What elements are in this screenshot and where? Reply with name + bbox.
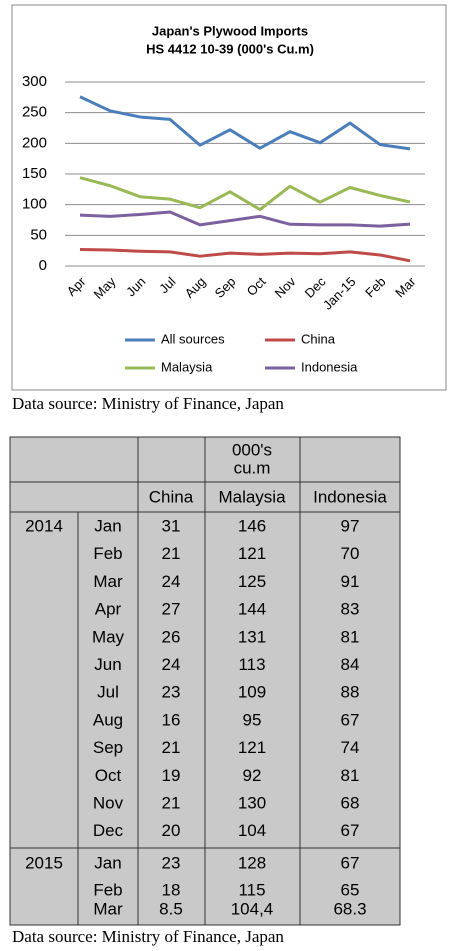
year-cell: 2014 — [25, 516, 63, 535]
table-cell: Jan — [94, 516, 121, 535]
table-cell: 68 — [341, 793, 360, 812]
table-cell: 92 — [243, 766, 262, 785]
table-header: cu.m — [234, 458, 271, 477]
table-cell: 67 — [341, 853, 360, 872]
y-tick-label: 300 — [22, 73, 47, 90]
table-cell: 19 — [162, 766, 181, 785]
caption: Data source: Ministry of Finance, Japan — [12, 927, 284, 946]
table-cell: Oct — [95, 766, 122, 785]
table-cell: 8.5 — [159, 899, 183, 918]
table-cell: 81 — [341, 766, 360, 785]
table-cell: 23 — [162, 853, 181, 872]
table-cell: Jun — [94, 655, 121, 674]
series-line — [79, 176, 411, 212]
table-cell: 115 — [238, 880, 265, 899]
caption: Data source: Ministry of Finance, Japan — [12, 394, 284, 413]
table-cell: 95 — [243, 710, 262, 729]
chart-title: Japan's Plywood Imports — [152, 23, 308, 38]
table-cell: May — [92, 627, 125, 646]
table-cell: 23 — [162, 683, 181, 702]
chart-frame — [11, 4, 447, 391]
table-cell: 104,4 — [231, 899, 274, 918]
legend-label: Malaysia — [161, 359, 213, 374]
table-cell: 65 — [341, 880, 360, 899]
table-cell: Feb — [93, 880, 122, 899]
table-cell: 104 — [238, 821, 266, 840]
table-cell: Mar — [93, 899, 123, 918]
table-cell: Jul — [97, 683, 119, 702]
table-cell: 121 — [238, 544, 266, 563]
legend-label: Indonesia — [301, 359, 358, 374]
table-cell: Apr — [95, 600, 122, 619]
table-cell: 125 — [238, 572, 266, 591]
table-cell: 18 — [162, 880, 181, 899]
table-cell: 109 — [238, 683, 266, 702]
table-cell: Jan — [94, 853, 121, 872]
table-cell: Feb — [93, 544, 122, 563]
chart-title: HS 4412 10-39 (000's Cu.m) — [146, 41, 314, 56]
table-cell: Aug — [93, 710, 123, 729]
table-cell: 113 — [238, 655, 265, 674]
y-tick-label: 250 — [22, 104, 47, 121]
table-cell: 70 — [341, 544, 360, 563]
table-cell: 146 — [238, 516, 266, 535]
series-line — [79, 95, 411, 151]
table-cell: Nov — [93, 793, 124, 812]
table-cell: 27 — [162, 600, 181, 619]
table-cell: 24 — [162, 655, 181, 674]
table-cell: 97 — [341, 516, 360, 535]
legend-label: China — [301, 331, 336, 346]
table-cell: 121 — [238, 738, 266, 757]
table-cell: 21 — [162, 544, 181, 563]
table-cell: Sep — [93, 738, 123, 757]
series-line — [79, 247, 411, 263]
year-cell: 2015 — [25, 853, 63, 872]
series-line — [79, 210, 411, 228]
y-tick-label: 100 — [22, 196, 47, 213]
table-cell: 21 — [162, 738, 181, 757]
y-tick-label: 50 — [30, 226, 47, 243]
table-cell: 144 — [238, 600, 266, 619]
table-cell: 21 — [162, 793, 181, 812]
table-cell: 67 — [341, 821, 360, 840]
legend-label: All sources — [161, 331, 225, 346]
column-header: China — [149, 487, 194, 506]
table-cell: Mar — [93, 572, 123, 591]
table-cell: 26 — [162, 627, 181, 646]
table-cell: 131 — [238, 627, 266, 646]
y-tick-label: 150 — [22, 165, 47, 182]
table-cell: 83 — [341, 600, 360, 619]
table-cell: Dec — [93, 821, 124, 840]
column-header: Indonesia — [313, 487, 387, 506]
table-cell: 130 — [238, 793, 266, 812]
table-cell: 20 — [162, 821, 181, 840]
table-cell: 88 — [341, 683, 360, 702]
table-cell: 31 — [162, 516, 181, 535]
table-header: 000's — [232, 440, 272, 459]
table-cell: 16 — [162, 710, 181, 729]
table-cell: 24 — [162, 572, 181, 591]
table-cell: 81 — [341, 627, 360, 646]
table-cell: 91 — [341, 572, 360, 591]
column-header: Malaysia — [218, 487, 286, 506]
table-cell: 84 — [341, 655, 360, 674]
table-cell: 74 — [341, 738, 360, 757]
y-tick-label: 0 — [39, 257, 47, 274]
table-cell: 128 — [238, 853, 266, 872]
y-tick-label: 200 — [22, 134, 47, 151]
table-cell: 67 — [341, 710, 360, 729]
table-cell: 68.3 — [333, 899, 366, 918]
